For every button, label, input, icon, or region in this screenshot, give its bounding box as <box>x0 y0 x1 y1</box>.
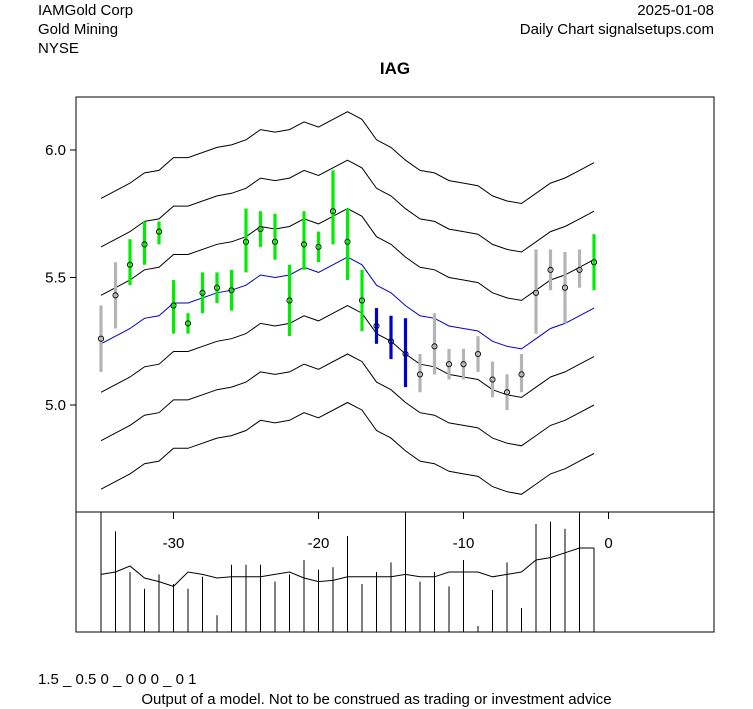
industry-label: Gold Mining <box>38 21 119 38</box>
x-tick-label: -10 <box>453 535 475 552</box>
disclaimer: Output of a model. Not to be construed a… <box>141 691 612 708</box>
model-code: 1.5 _ 0.5 0 _ 0 0 0 _ 0 1 <box>38 671 197 688</box>
x-tick-label: -20 <box>308 535 330 552</box>
y-tick-label: 6.0 <box>45 142 66 159</box>
close-marker <box>228 287 235 294</box>
close-marker <box>402 350 409 358</box>
midline <box>100 256 595 350</box>
close-marker <box>286 297 293 304</box>
close-marker <box>358 297 366 304</box>
close-marker <box>474 350 482 358</box>
y-tick-label: 5.5 <box>45 270 66 287</box>
close-marker <box>561 284 569 291</box>
close-marker <box>155 228 163 235</box>
close-marker <box>445 361 453 368</box>
close-marker <box>489 376 496 383</box>
chart-title: IAG <box>379 59 411 78</box>
close-marker <box>344 238 351 245</box>
chart-date: 2025-01-08 <box>637 2 714 19</box>
close-marker <box>213 284 221 291</box>
close-marker <box>532 289 540 296</box>
close-marker <box>373 322 380 330</box>
chart-source: Daily Chart signalsetups.com <box>519 21 714 38</box>
close-marker <box>126 261 134 268</box>
x-tick-label: 0 <box>604 535 612 552</box>
close-marker <box>547 266 554 273</box>
volume-line <box>100 547 594 587</box>
band-line <box>100 305 595 398</box>
band-line <box>100 159 595 253</box>
exchange-label: NYSE <box>38 40 79 57</box>
band-line <box>100 401 595 495</box>
band-line <box>100 111 595 205</box>
close-marker <box>460 361 467 368</box>
close-marker <box>170 302 177 309</box>
close-marker <box>184 320 192 327</box>
close-marker <box>416 371 424 378</box>
close-marker <box>503 389 511 396</box>
close-marker <box>518 371 525 378</box>
close-marker <box>315 243 322 250</box>
company-name: IAMGold Corp <box>38 2 134 19</box>
close-marker <box>199 289 206 296</box>
x-tick-label: -30 <box>163 535 185 552</box>
close-marker <box>112 292 119 299</box>
close-marker <box>431 343 438 350</box>
close-marker <box>97 335 105 342</box>
header-right: 2025-01-08 Daily Chart signalsetups.com <box>520 1 714 39</box>
band-line <box>100 208 595 301</box>
close-marker <box>387 338 395 345</box>
close-marker <box>242 238 250 245</box>
close-marker <box>329 208 337 215</box>
close-marker <box>576 266 583 273</box>
close-marker <box>141 241 148 248</box>
y-tick-label: 5.0 <box>45 397 66 414</box>
header-left: IAMGold Corp Gold Mining NYSE <box>38 1 133 58</box>
band-line <box>100 353 595 447</box>
close-marker <box>300 241 308 248</box>
close-marker <box>271 238 279 245</box>
close-marker <box>257 225 264 233</box>
volume-panel-frame <box>75 511 715 633</box>
close-marker <box>590 259 598 266</box>
